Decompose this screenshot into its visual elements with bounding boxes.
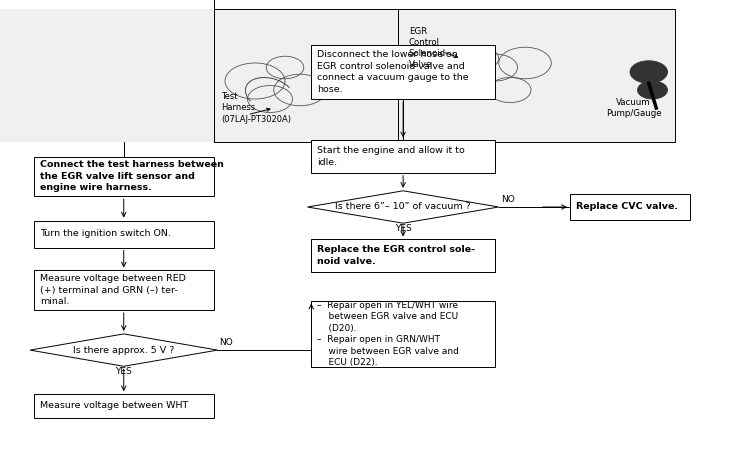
Text: Turn the ignition switch ON.: Turn the ignition switch ON. — [40, 230, 170, 238]
Text: Test
Harness
(07LAJ-PT3020A): Test Harness (07LAJ-PT3020A) — [221, 92, 291, 124]
Text: Is there 6”– 10” of vacuum ?: Is there 6”– 10” of vacuum ? — [335, 202, 471, 211]
Text: –  Repair open in YEL/WHT wire
    between EGR valve and ECU
    (D20).
–  Repai: – Repair open in YEL/WHT wire between EG… — [317, 301, 459, 367]
Text: Vacuum
Pump/Gauge: Vacuum Pump/Gauge — [606, 98, 662, 118]
Circle shape — [638, 81, 668, 99]
FancyBboxPatch shape — [34, 220, 214, 248]
FancyBboxPatch shape — [214, 9, 398, 142]
Text: Connect the test harness between
the EGR valve lift sensor and
engine wire harne: Connect the test harness between the EGR… — [40, 161, 224, 192]
FancyBboxPatch shape — [311, 239, 495, 272]
Polygon shape — [30, 334, 217, 366]
Text: NO: NO — [219, 338, 232, 347]
Text: YES: YES — [116, 367, 132, 376]
Circle shape — [630, 61, 668, 83]
FancyBboxPatch shape — [398, 9, 675, 142]
Text: Disconnect the lower hose on
EGR control solenoid valve and
connect a vacuum gau: Disconnect the lower hose on EGR control… — [317, 50, 469, 94]
Text: Measure voltage between RED
(+) terminal and GRN (–) ter-
minal.: Measure voltage between RED (+) terminal… — [40, 274, 186, 306]
FancyBboxPatch shape — [311, 301, 495, 367]
Text: NO: NO — [501, 195, 515, 204]
FancyBboxPatch shape — [34, 157, 214, 196]
FancyBboxPatch shape — [311, 45, 495, 99]
FancyBboxPatch shape — [0, 9, 214, 142]
FancyBboxPatch shape — [570, 194, 690, 220]
FancyBboxPatch shape — [34, 394, 214, 418]
Text: EGR
Control
Solenoid
Valve: EGR Control Solenoid Valve — [409, 27, 446, 69]
FancyBboxPatch shape — [34, 270, 214, 310]
Text: Measure voltage between WHT: Measure voltage between WHT — [40, 401, 188, 410]
Text: Is there approx. 5 V ?: Is there approx. 5 V ? — [73, 346, 175, 355]
Text: Start the engine and allow it to
idle.: Start the engine and allow it to idle. — [317, 146, 465, 167]
Text: YES: YES — [394, 224, 412, 233]
Text: Replace the EGR control sole-
noid valve.: Replace the EGR control sole- noid valve… — [317, 245, 476, 266]
FancyBboxPatch shape — [311, 140, 495, 173]
Polygon shape — [308, 191, 499, 223]
Text: Replace CVC valve.: Replace CVC valve. — [576, 202, 678, 211]
